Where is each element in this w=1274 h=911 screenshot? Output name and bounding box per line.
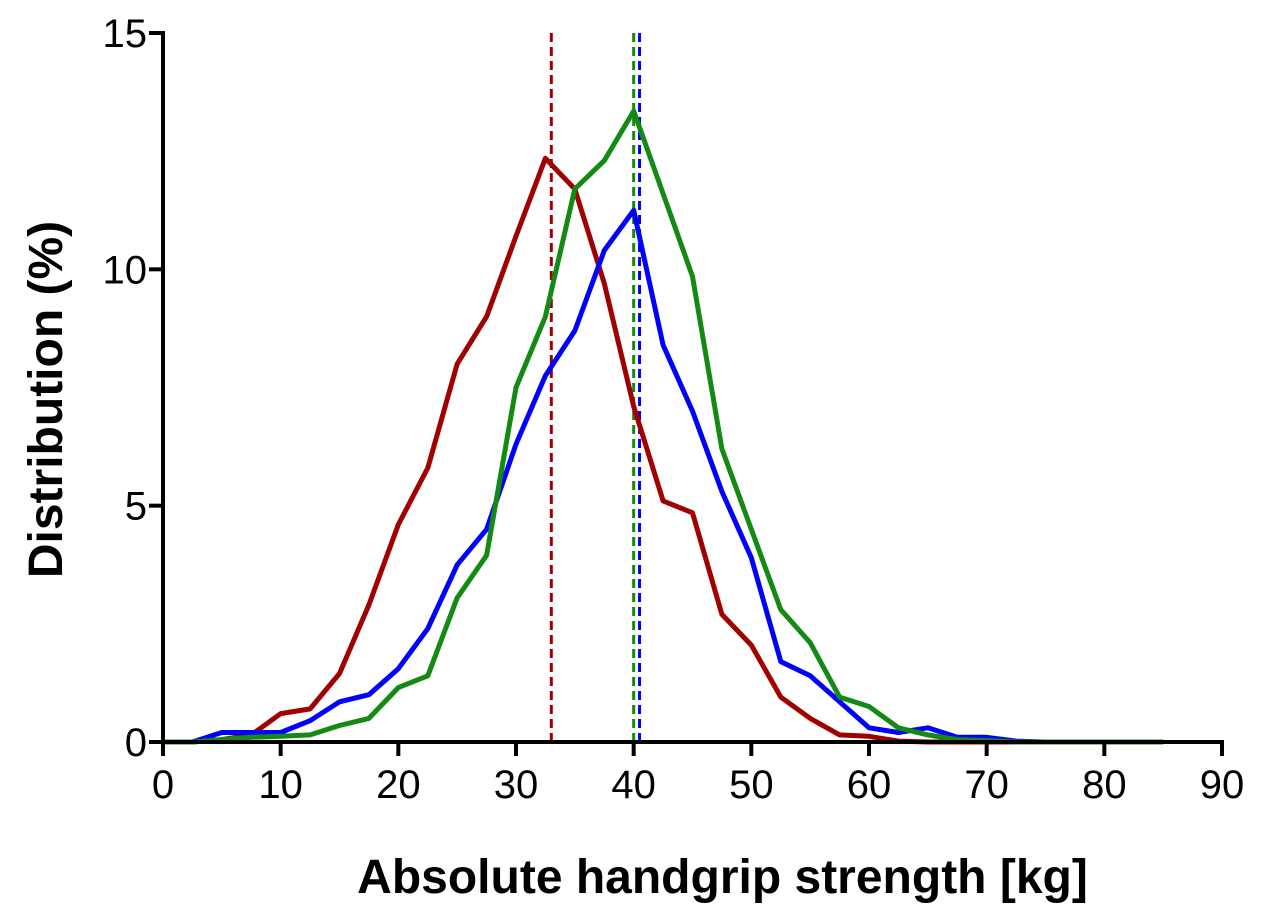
x-tick-label: 80 — [1082, 763, 1127, 807]
x-tick-label: 30 — [494, 763, 539, 807]
x-tick-label: 10 — [258, 763, 303, 807]
x-tick-label: 50 — [729, 763, 774, 807]
x-tick-label: 20 — [376, 763, 421, 807]
x-tick-label: 90 — [1200, 763, 1245, 807]
series-line — [163, 155, 1164, 745]
y-tick-label: 0 — [125, 721, 147, 765]
x-tick-label: 0 — [152, 763, 174, 807]
series-lines — [163, 108, 1164, 745]
x-tick-label: 40 — [611, 763, 656, 807]
y-tick-label: 15 — [103, 12, 148, 56]
x-axis-ticks: 0 10 20 30 40 50 60 70 80 90 — [152, 742, 1244, 807]
x-axis-title: Absolute handgrip strength [kg] — [357, 851, 1088, 904]
x-tick-label: 70 — [964, 763, 1009, 807]
y-tick-label: 5 — [125, 485, 147, 529]
y-axis-title: Distribution (%) — [20, 221, 73, 578]
axes — [161, 31, 1224, 744]
y-tick-label: 10 — [103, 248, 148, 292]
series-line — [163, 207, 1164, 745]
reference-lines — [549, 33, 642, 742]
x-tick-label: 60 — [847, 763, 892, 807]
y-axis-ticks: 0 5 10 15 — [103, 12, 163, 765]
series-line — [163, 108, 1164, 745]
